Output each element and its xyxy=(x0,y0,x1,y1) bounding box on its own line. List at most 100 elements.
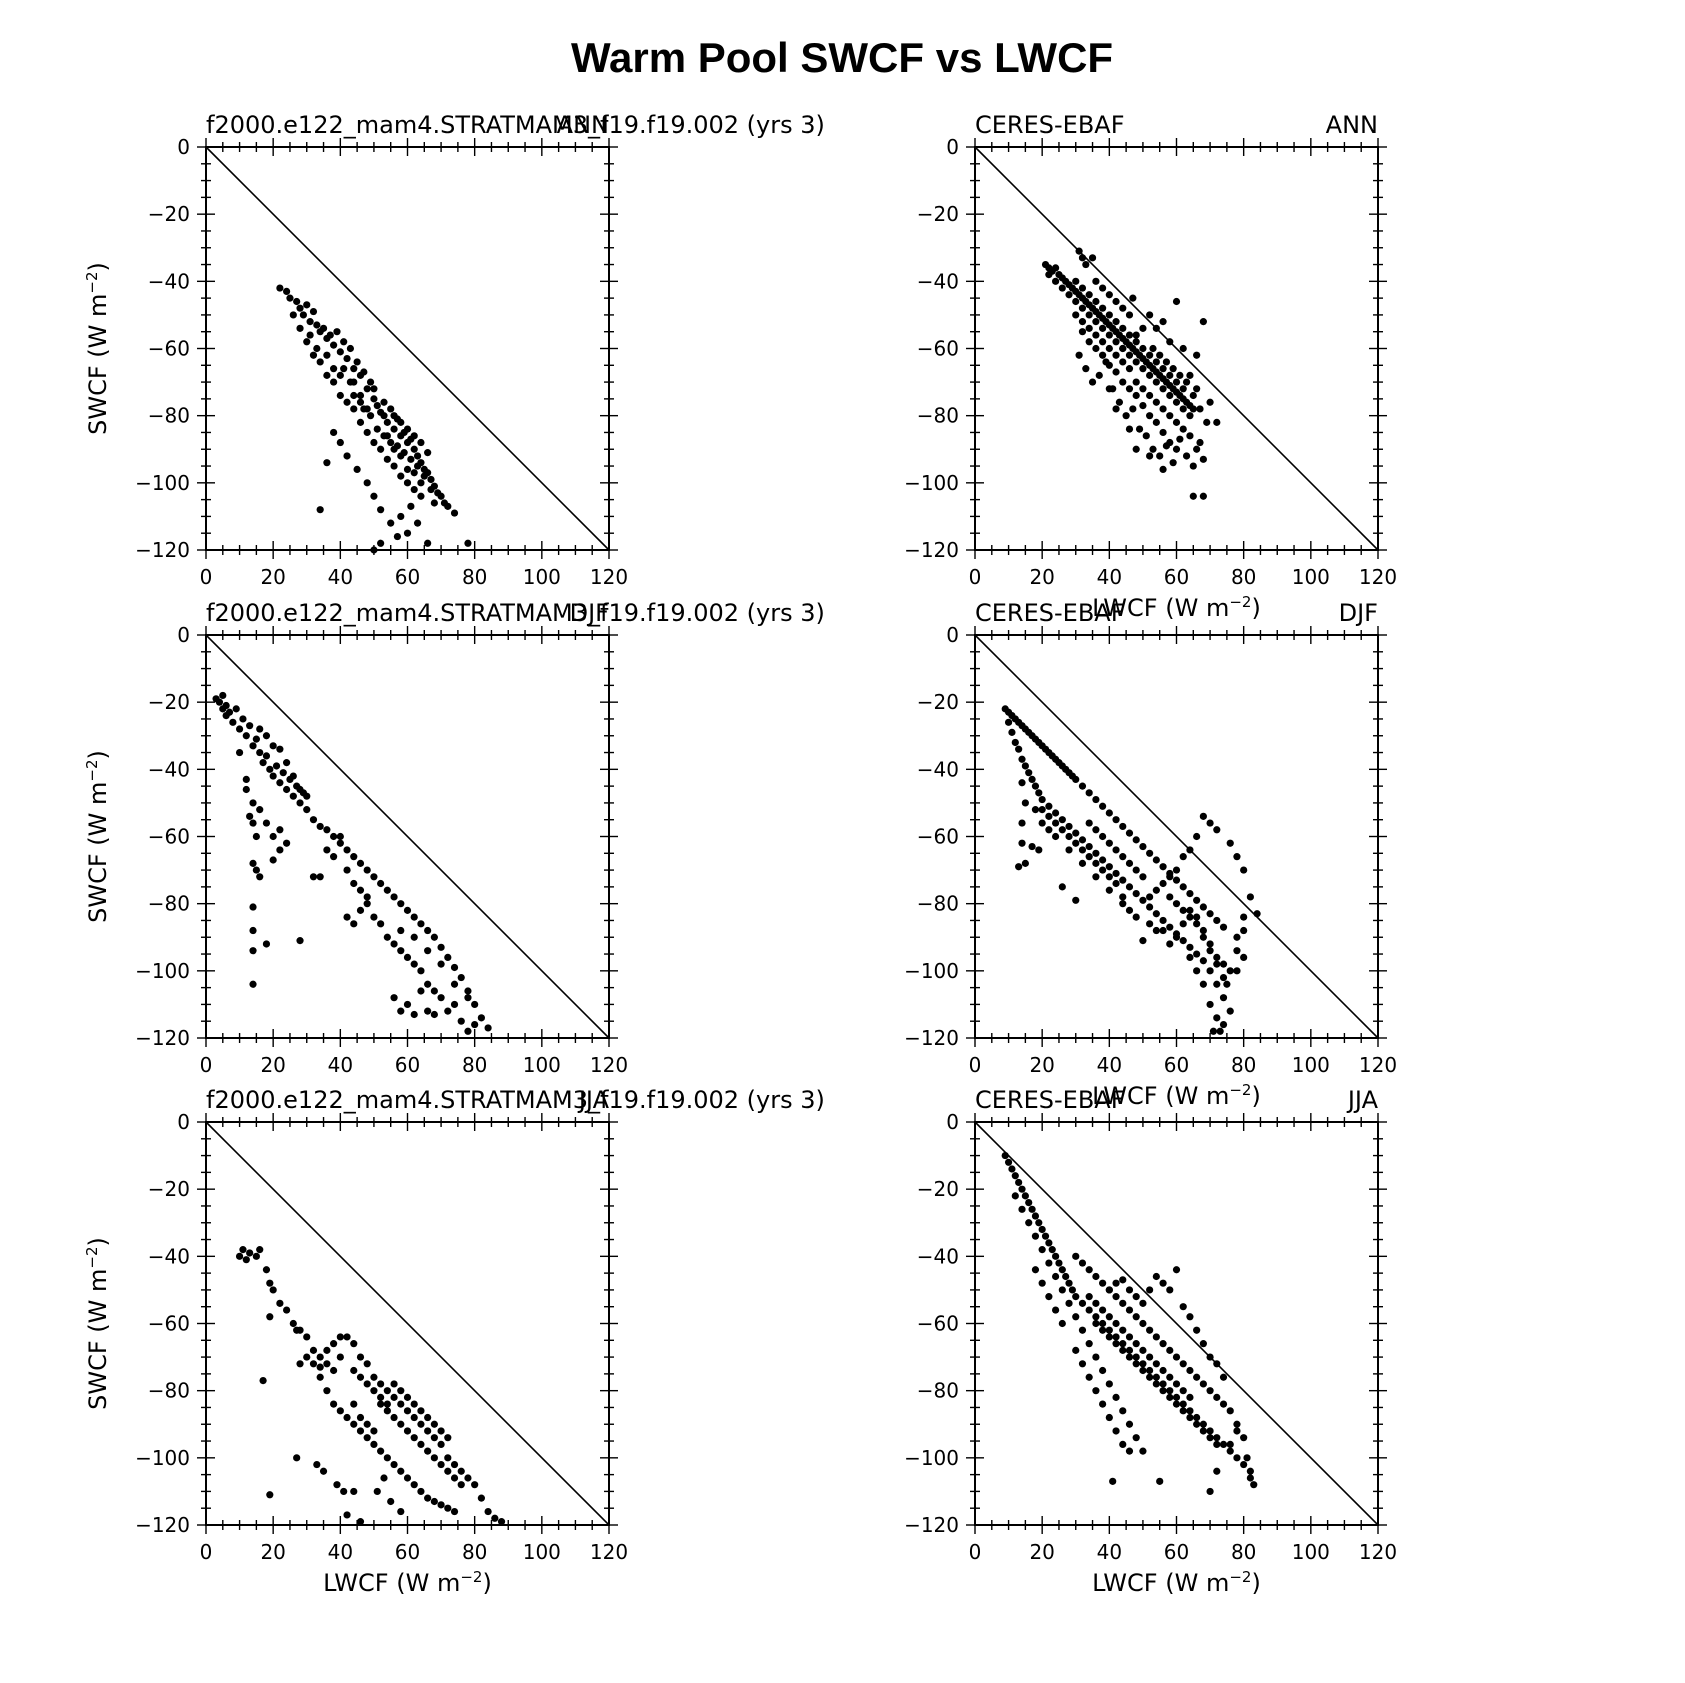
scatter-point xyxy=(1179,883,1187,891)
scatter-point xyxy=(363,866,371,874)
scatter-point xyxy=(1216,1027,1224,1035)
scatter-point xyxy=(1152,378,1160,386)
scatter-point xyxy=(1179,1360,1187,1368)
scatter-point xyxy=(410,1010,418,1019)
scatter-point xyxy=(1199,1380,1207,1388)
scatter-point xyxy=(1219,1020,1228,1029)
scatter-point xyxy=(262,819,271,827)
scatter-point xyxy=(1139,1346,1147,1354)
scatter-point xyxy=(1008,728,1016,736)
scatter-point xyxy=(1015,863,1023,871)
scatter-point xyxy=(1206,940,1214,948)
scatter-point xyxy=(1105,1326,1113,1334)
scatter-point xyxy=(1159,1380,1167,1388)
panel-title-left: CERES-EBAF xyxy=(975,599,1125,627)
scatter-point xyxy=(296,785,304,794)
scatter-point xyxy=(1088,378,1097,386)
scatter-point xyxy=(1152,358,1160,366)
scatter-point xyxy=(1099,1319,1107,1328)
scatter-point xyxy=(430,933,438,941)
x-tick-label: 60 xyxy=(1164,565,1189,589)
scatter-point xyxy=(356,391,365,400)
scatter-point xyxy=(309,1346,318,1354)
scatter-point xyxy=(1065,1279,1073,1287)
scatter-point xyxy=(413,452,422,460)
scatter-point xyxy=(1193,896,1201,904)
scatter-point xyxy=(1159,879,1167,888)
scatter-point xyxy=(1105,1286,1113,1294)
scatter-point xyxy=(356,859,365,867)
scatter-point xyxy=(1206,947,1214,955)
y-tick-label: −80 xyxy=(917,1379,959,1403)
scatter-point xyxy=(1065,1299,1073,1307)
scatter-point xyxy=(370,546,378,554)
scatter-point xyxy=(1159,428,1167,437)
scatter-point xyxy=(266,765,274,773)
scatter-point xyxy=(256,873,264,881)
scatter-point xyxy=(1213,1014,1221,1022)
x-tick-label: 0 xyxy=(200,1540,213,1564)
scatter-point xyxy=(1041,1232,1050,1240)
scatter-point xyxy=(1092,1272,1100,1281)
scatter-point xyxy=(363,385,371,393)
scatter-point xyxy=(1186,846,1194,854)
scatter-panel-1: f2000.e122_mam4.STRATMAM3_f19.f19.002 (y… xyxy=(83,111,825,589)
scatter-point xyxy=(1193,913,1201,921)
scatter-point xyxy=(1085,338,1093,346)
scatter-point xyxy=(1125,331,1134,339)
scatter-point xyxy=(1146,1366,1154,1375)
scatter-point xyxy=(289,1319,297,1328)
scatter-point xyxy=(1052,264,1060,272)
scatter-point xyxy=(377,506,385,514)
scatter-point xyxy=(309,351,318,359)
x-tick-label: 60 xyxy=(395,1540,420,1564)
scatter-point xyxy=(1193,1420,1201,1428)
scatter-point xyxy=(393,532,402,541)
scatter-point xyxy=(373,1487,381,1496)
scatter-point xyxy=(356,398,365,406)
scatter-point xyxy=(1172,398,1181,406)
scatter-point xyxy=(343,866,351,874)
scatter-point xyxy=(326,331,334,339)
scatter-point xyxy=(1139,344,1147,353)
scatter-point xyxy=(407,455,415,463)
scatter-panel-2: CERES-EBAF ANN 0 20 40 60 80 100 120 0 −20 −40 −60 −8… xyxy=(904,111,1397,622)
scatter-point xyxy=(403,1407,412,1415)
y-tick-label: −40 xyxy=(917,1244,959,1268)
scatter-point xyxy=(424,1007,432,1015)
scatter-point xyxy=(279,769,287,777)
scatter-point xyxy=(437,994,445,1002)
scatter-point xyxy=(1045,1239,1053,1247)
scatter-point xyxy=(1099,324,1107,332)
scatter-point xyxy=(1099,338,1107,346)
x-tick-label: 0 xyxy=(200,565,213,589)
scatter-point xyxy=(289,792,297,800)
scatter-point xyxy=(1186,906,1194,914)
scatter-point xyxy=(1085,853,1093,861)
scatter-point xyxy=(1176,371,1184,379)
scatter-point xyxy=(1179,425,1187,433)
scatter-point xyxy=(252,1252,260,1260)
reference-line xyxy=(974,634,1379,1039)
panel-title-right: DJF xyxy=(570,599,609,627)
scatter-point xyxy=(1092,277,1100,285)
scatter-point xyxy=(1025,1199,1033,1207)
scatter-point xyxy=(1213,418,1221,426)
scatter-point xyxy=(1088,254,1097,262)
scatter-point xyxy=(1132,866,1140,874)
scatter-point xyxy=(1233,947,1241,955)
scatter-point xyxy=(1052,819,1060,827)
scatter-point xyxy=(283,839,291,847)
scatter-point xyxy=(336,371,344,379)
scatter-point xyxy=(1078,1360,1087,1368)
scatter-point xyxy=(403,953,412,962)
scatter-point xyxy=(1159,863,1167,871)
y-tick-label: −100 xyxy=(904,959,959,983)
scatter-point xyxy=(276,745,284,753)
scatter-point xyxy=(1085,1293,1093,1301)
scatter-point xyxy=(397,472,405,480)
scatter-point xyxy=(363,405,371,413)
scatter-point xyxy=(1193,950,1201,958)
scatter-point xyxy=(316,873,324,881)
scatter-point xyxy=(1226,839,1234,847)
